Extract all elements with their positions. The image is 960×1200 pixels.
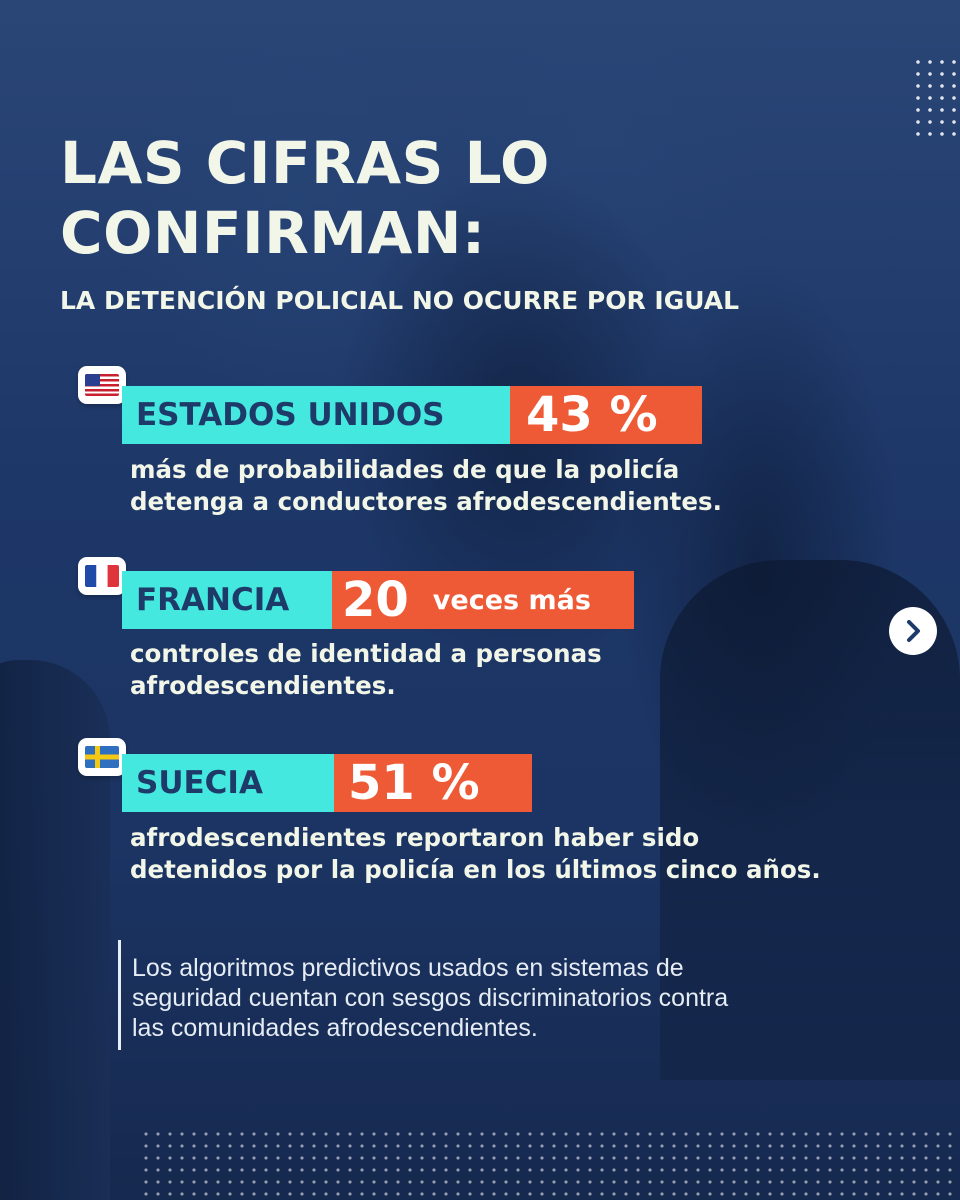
description-line: afrodescendientes. (130, 671, 396, 700)
stat-value-sweden: 51 % (334, 754, 532, 812)
france-flag-icon (78, 557, 126, 595)
description-line: detenidos por la policía en los últimos … (130, 855, 821, 884)
stat-description-sweden: afrodescendientes reportaron haber sido … (130, 822, 821, 886)
chevron-right-icon (907, 620, 920, 642)
description-line: más de probabilidades de que la policía (130, 455, 680, 484)
description-line: detenga a conductores afrodescendientes. (130, 487, 722, 516)
stat-suffix-france: veces más (432, 584, 591, 616)
note-divider (118, 940, 121, 1050)
stat-value-france: 20 veces más (332, 571, 634, 629)
stat-description-france: controles de identidad a personas afrode… (130, 638, 602, 702)
country-label-usa: ESTADOS UNIDOS (122, 386, 510, 444)
next-slide-button[interactable] (889, 607, 937, 655)
stat-value-usa: 43 % (510, 386, 702, 444)
page-title: LAS CIFRAS LO CONFIRMAN: (60, 128, 550, 268)
footnote-line: Los algoritmos predictivos usados en sis… (132, 954, 684, 982)
sweden-flag-icon (78, 738, 126, 776)
dot-pattern-top (912, 56, 960, 136)
description-line: controles de identidad a personas (130, 639, 602, 668)
country-label-sweden: SUECIA (122, 754, 334, 812)
title-line: LAS CIFRAS LO (60, 129, 550, 197)
footnote: Los algoritmos predictivos usados en sis… (132, 953, 728, 1043)
usa-flag-icon (78, 366, 126, 404)
description-line: afrodescendientes reportaron haber sido (130, 823, 700, 852)
stat-description-usa: más de probabilidades de que la policía … (130, 454, 722, 518)
country-label-france: FRANCIA (122, 571, 332, 629)
page-subtitle: LA DETENCIÓN POLICIAL NO OCURRE POR IGUA… (60, 286, 740, 315)
stat-number-france: 20 (342, 572, 409, 628)
dot-pattern-bottom (140, 1128, 960, 1200)
footnote-line: las comunidades afrodescendientes. (132, 1014, 538, 1042)
title-line: CONFIRMAN: (60, 199, 486, 267)
footnote-line: seguridad cuentan con sesgos discriminat… (132, 984, 729, 1012)
